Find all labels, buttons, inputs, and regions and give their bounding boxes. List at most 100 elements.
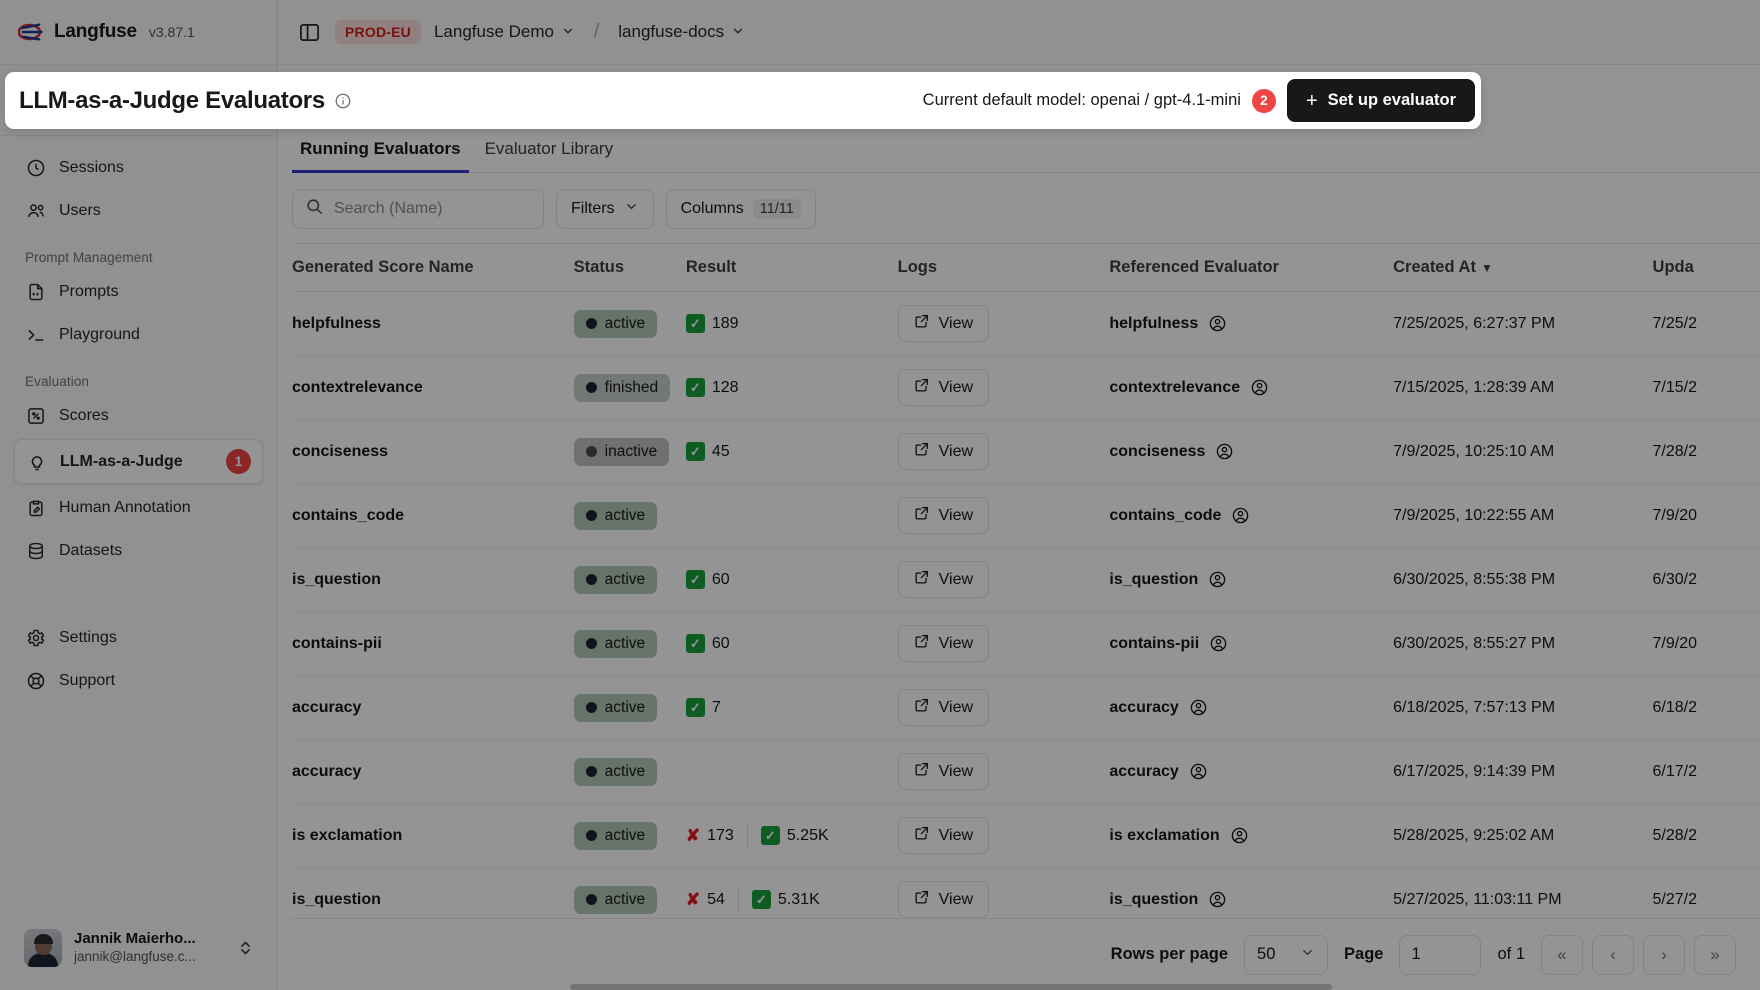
view-logs-button[interactable]: View bbox=[897, 753, 990, 790]
view-logs-button[interactable]: View bbox=[897, 817, 990, 854]
page-number-input[interactable] bbox=[1399, 934, 1482, 975]
referenced-evaluator[interactable]: is_question bbox=[1109, 570, 1227, 589]
sidebar-badge-llm-as-a-judge: 1 bbox=[226, 449, 251, 474]
sidebar-item-sessions[interactable]: Sessions bbox=[14, 148, 263, 187]
database-icon bbox=[25, 540, 46, 561]
scrollbar-thumb[interactable] bbox=[570, 984, 1332, 990]
cell-logs: View bbox=[897, 291, 1110, 356]
referenced-evaluator[interactable]: conciseness bbox=[1109, 442, 1234, 461]
breadcrumb-project[interactable]: langfuse-docs bbox=[618, 22, 745, 42]
cell-status: active bbox=[573, 739, 686, 804]
last-page-button[interactable]: » bbox=[1694, 934, 1736, 975]
panel-left-icon[interactable] bbox=[296, 19, 322, 45]
referenced-evaluator[interactable]: contains_code bbox=[1109, 506, 1250, 525]
next-page-button[interactable]: › bbox=[1643, 934, 1685, 975]
status-label: active bbox=[604, 826, 646, 844]
status-label: active bbox=[604, 634, 646, 652]
table-row[interactable]: is_question active ✓ 60 View is_question 6/30/… bbox=[292, 547, 1760, 612]
cell-status: active bbox=[573, 803, 686, 868]
sidebar-item-users[interactable]: Users bbox=[14, 191, 263, 230]
referenced-evaluator[interactable]: is exclamation bbox=[1109, 826, 1248, 845]
col-created-at[interactable]: Created At ▼ bbox=[1393, 244, 1653, 292]
col-updated-at[interactable]: Upda bbox=[1652, 244, 1760, 292]
user-menu-trigger[interactable]: Jannik Maierho... jannik@langfuse.c... bbox=[14, 920, 263, 976]
table-row[interactable]: contains-pii active ✓ 60 View contains-pii 6/3… bbox=[292, 611, 1760, 676]
result-success-count: 5.31K bbox=[777, 890, 820, 908]
view-logs-button[interactable]: View bbox=[897, 369, 990, 406]
view-logs-button[interactable]: View bbox=[897, 689, 990, 726]
table-row[interactable]: contextrelevance finished ✓ 128 View contextr… bbox=[292, 355, 1760, 420]
set-up-evaluator-button[interactable]: + Set up evaluator bbox=[1286, 79, 1475, 122]
view-logs-button[interactable]: View bbox=[897, 625, 990, 662]
horizontal-scrollbar[interactable] bbox=[570, 984, 1760, 990]
sidebar-brand[interactable]: Langfuse v3.87.1 bbox=[0, 0, 277, 65]
search-box[interactable] bbox=[292, 189, 544, 229]
referenced-evaluator[interactable]: accuracy bbox=[1109, 762, 1207, 781]
view-logs-button[interactable]: View bbox=[897, 497, 990, 534]
tab-evaluator-library[interactable]: Evaluator Library bbox=[484, 139, 614, 158]
col-result[interactable]: Result bbox=[685, 244, 898, 292]
status-label: finished bbox=[604, 378, 659, 396]
page-header-card: LLM-as-a-Judge Evaluators Current defaul… bbox=[5, 72, 1481, 129]
search-input[interactable] bbox=[334, 200, 531, 218]
status-dot-icon bbox=[585, 702, 597, 713]
status-dot-icon bbox=[585, 446, 597, 457]
rows-per-page-select[interactable]: 50 bbox=[1244, 934, 1329, 975]
view-logs-button[interactable]: View bbox=[897, 433, 990, 470]
table-row[interactable]: contains_code active View contains_code 7/9/… bbox=[292, 483, 1760, 548]
table-row[interactable]: is_question active ✘ 54 ✓ 5.31K View is_questio… bbox=[292, 867, 1760, 918]
sidebar-item-settings[interactable]: Settings bbox=[14, 618, 263, 657]
page-title: LLM-as-a-Judge Evaluators bbox=[19, 86, 325, 114]
col-status[interactable]: Status bbox=[573, 244, 686, 292]
referenced-evaluator[interactable]: accuracy bbox=[1109, 698, 1207, 717]
table-row[interactable]: is exclamation active ✘ 173 ✓ 5.25K View is exc… bbox=[292, 803, 1760, 868]
check-icon: ✓ bbox=[685, 570, 705, 589]
sidebar-item-support[interactable]: Support bbox=[14, 661, 263, 700]
sidebar-item-prompts[interactable]: Prompts bbox=[14, 272, 263, 311]
referenced-evaluator[interactable]: is_question bbox=[1109, 890, 1227, 909]
view-logs-label: View bbox=[938, 826, 974, 844]
sidebar-item-datasets[interactable]: Datasets bbox=[14, 531, 263, 570]
referenced-evaluator-name: accuracy bbox=[1109, 762, 1179, 780]
sidebar-item-scores[interactable]: Scores bbox=[14, 396, 263, 435]
col-referenced-evaluator[interactable]: Referenced Evaluator bbox=[1109, 244, 1394, 292]
cell-status: active bbox=[573, 483, 686, 548]
result-group: ✓ 45 bbox=[685, 442, 730, 461]
breadcrumb-org[interactable]: Langfuse Demo bbox=[434, 22, 575, 42]
view-logs-button[interactable]: View bbox=[897, 305, 990, 342]
status-badge: active bbox=[573, 821, 658, 850]
info-icon[interactable] bbox=[334, 91, 353, 110]
sidebar-item-human-annotation[interactable]: Human Annotation bbox=[14, 488, 263, 527]
filters-button[interactable]: Filters bbox=[556, 189, 654, 229]
external-link-icon bbox=[914, 889, 930, 910]
result-error: ✘ 54 bbox=[686, 891, 725, 909]
col-generated-score-name[interactable]: Generated Score Name bbox=[292, 244, 574, 292]
result-success-count: 45 bbox=[711, 442, 730, 460]
view-logs-button[interactable]: View bbox=[897, 881, 990, 918]
sidebar-item-llm-as-a-judge[interactable]: LLM-as-a-Judge 1 bbox=[14, 439, 263, 484]
cell-updated-at: 7/28/2 bbox=[1652, 419, 1760, 484]
user-circle-icon bbox=[1208, 570, 1227, 589]
tab-running-evaluators[interactable]: Running Evaluators bbox=[292, 130, 469, 173]
table-row[interactable]: conciseness inactive ✓ 45 View conciseness 7/9… bbox=[292, 419, 1760, 484]
user-circle-icon bbox=[1189, 698, 1208, 717]
table-row[interactable]: helpfulness active ✓ 189 View helpfulness 7/25… bbox=[292, 291, 1760, 356]
evaluators-table-scroll[interactable]: Generated Score Name Status Result Logs … bbox=[292, 243, 1760, 918]
external-link-icon bbox=[914, 569, 930, 590]
col-logs[interactable]: Logs bbox=[897, 244, 1110, 292]
cell-referenced-evaluator: is_question bbox=[1109, 547, 1394, 612]
referenced-evaluator[interactable]: contextrelevance bbox=[1109, 378, 1269, 397]
sidebar-item-playground[interactable]: Playground bbox=[14, 315, 263, 354]
cell-logs: View bbox=[897, 611, 1110, 676]
referenced-evaluator[interactable]: contains-pii bbox=[1109, 634, 1228, 653]
columns-label: Columns bbox=[680, 200, 744, 217]
table-row[interactable]: accuracy active ✓ 7 View accuracy 6/18/2025, 7… bbox=[292, 675, 1760, 740]
cell-result: ✓ 45 bbox=[685, 419, 898, 484]
first-page-button[interactable]: « bbox=[1541, 934, 1583, 975]
prev-page-button[interactable]: ‹ bbox=[1592, 934, 1634, 975]
columns-button[interactable]: Columns 11/11 bbox=[665, 189, 816, 229]
referenced-evaluator[interactable]: helpfulness bbox=[1109, 314, 1227, 333]
table-row[interactable]: accuracy active View accuracy 6/17/2025, 9:1… bbox=[292, 739, 1760, 804]
header-actions: Current default model: openai / gpt-4.1-… bbox=[923, 79, 1475, 122]
view-logs-button[interactable]: View bbox=[897, 561, 990, 598]
